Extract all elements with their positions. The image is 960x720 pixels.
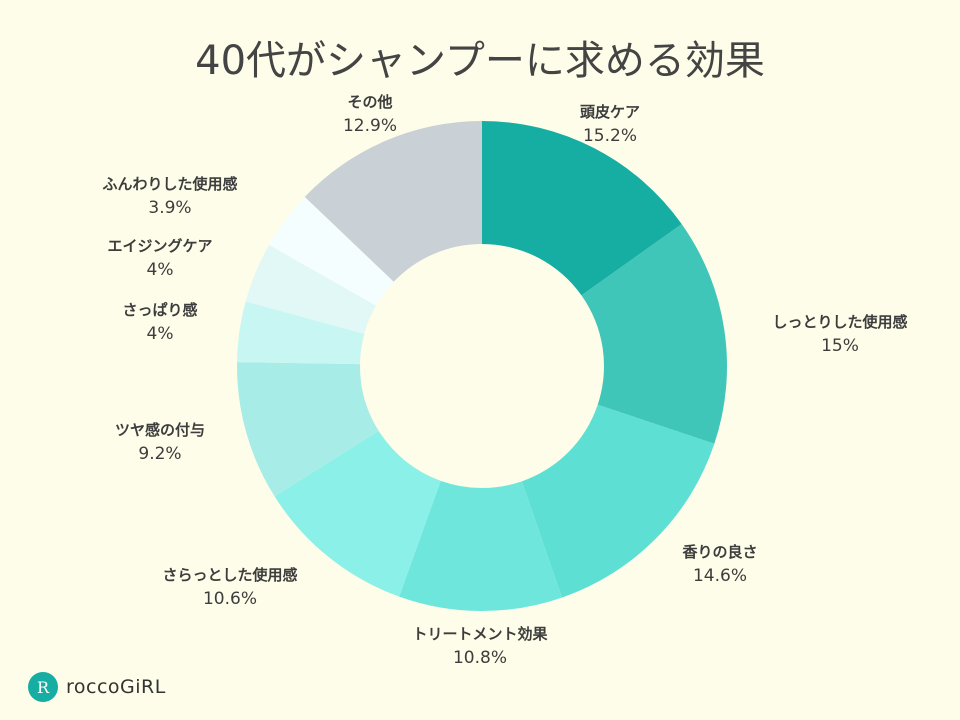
slice-label-value: 14.6% [692, 566, 748, 586]
slice-label: 香りの良さ 14.6% [682, 540, 757, 588]
slice-label-value: 15% [821, 336, 859, 356]
slice-label-value: 12.9% [342, 116, 398, 136]
slice-label: エイジングケア 4% [107, 234, 212, 282]
slice-2 [521, 404, 715, 598]
slice-6 [237, 301, 365, 365]
slice-label-name: エイジングケア [107, 237, 213, 255]
brand-name: roccoGiRL [66, 676, 166, 698]
slice-5 [237, 362, 379, 497]
slice-label-value: 10.6% [202, 589, 258, 609]
slice-label: トリートメント効果 10.8% [412, 622, 547, 670]
slice-label: ツヤ感の付与 9.2% [115, 418, 205, 466]
slice-label: 頭皮ケア 15.2% [580, 100, 640, 148]
slice-1 [581, 224, 727, 444]
slice-label-value: 15.2% [582, 126, 638, 146]
slice-label-name: 頭皮ケア [579, 103, 641, 121]
slice-9 [304, 121, 482, 282]
slice-label-value: 4% [146, 260, 174, 280]
slice-7 [245, 244, 376, 334]
slice-3 [399, 480, 562, 611]
slice-label-name: ツヤ感の付与 [114, 421, 206, 439]
slice-label-name: ふんわりした使用感 [102, 175, 238, 193]
slice-4 [274, 430, 441, 597]
slice-label-name: しっとりした使用感 [772, 313, 908, 331]
slice-label: さらっとした使用感 10.6% [162, 563, 297, 611]
logo-icon: R [28, 672, 58, 702]
slice-label-name: トリートメント効果 [412, 625, 548, 643]
slice-label-value: 10.8% [452, 648, 508, 668]
slice-label-name: さらっとした使用感 [162, 566, 298, 584]
slice-label-name: さっぱり感 [122, 301, 198, 319]
slice-0 [482, 121, 682, 296]
chart-title: 40代がシャンプーに求める効果 [195, 38, 765, 84]
slice-8 [269, 196, 394, 306]
slice-label: しっとりした使用感 15% [772, 310, 907, 358]
slice-label-name: その他 [347, 93, 393, 111]
slice-label: ふんわりした使用感 3.9% [102, 172, 237, 220]
slice-label-value: 4% [146, 324, 174, 344]
brand-logo: R roccoGiRL [28, 672, 166, 702]
slice-label-value: 3.9% [148, 198, 192, 218]
slice-label: さっぱり感 4% [122, 298, 197, 346]
slice-label-name: 香りの良さ [682, 543, 758, 561]
slice-label-value: 9.2% [138, 444, 182, 464]
slice-label: その他 12.9% [343, 90, 397, 138]
